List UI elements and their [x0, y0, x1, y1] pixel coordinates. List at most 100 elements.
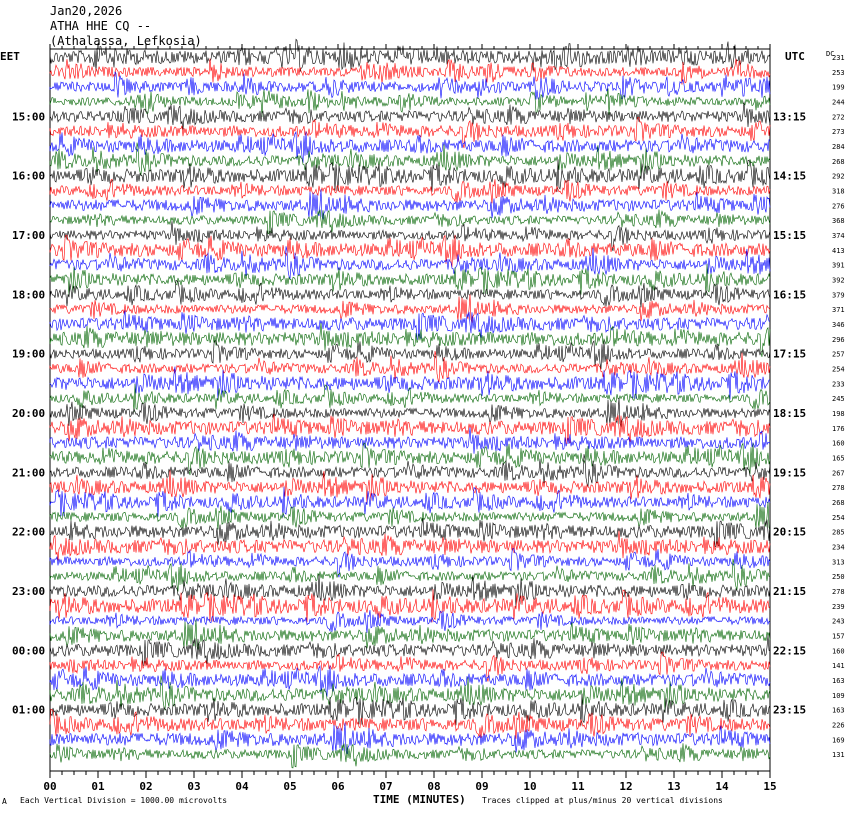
trace-line-22 — [49, 350, 771, 383]
dc-offset-label: 243 — [832, 618, 845, 626]
trace-line-13 — [49, 221, 771, 252]
trace-line-7 — [49, 131, 771, 163]
trace-line-36 — [49, 558, 771, 592]
scale-note: Each Vertical Division = 1000.00 microvo… — [20, 796, 228, 805]
trace-line-42 — [49, 651, 771, 682]
trace-line-14 — [49, 234, 771, 268]
trace-line-17 — [49, 279, 771, 308]
trace-line-48 — [49, 743, 771, 769]
left-hour-label: 22:00 — [12, 526, 45, 539]
x-tick-label: 03 — [187, 780, 200, 793]
dc-offset-label: 257 — [832, 351, 845, 359]
dc-offset-label: 165 — [832, 455, 845, 463]
dc-offset-label: 273 — [832, 128, 845, 136]
left-hour-label: 01:00 — [12, 704, 45, 717]
trace-line-30 — [49, 470, 771, 504]
x-tick-label: 06 — [331, 780, 345, 793]
dc-offset-label: 199 — [832, 84, 845, 92]
dc-offset-label: 254 — [832, 366, 845, 374]
trace-line-3 — [49, 71, 771, 101]
dc-offset-label: 392 — [832, 277, 845, 285]
right-timezone-label: UTC — [785, 50, 805, 63]
left-hour-label: 23:00 — [12, 585, 45, 598]
dc-offset-label: 244 — [832, 99, 845, 107]
trace-line-32 — [49, 501, 771, 530]
trace-line-4 — [49, 88, 771, 118]
dc-offset-label: 267 — [832, 469, 845, 477]
right-hour-label: 14:15 — [773, 170, 806, 183]
station-code: ATHA HHE CQ -- — [50, 19, 152, 33]
left-hour-label: 16:00 — [12, 170, 45, 183]
dc-offset-label: 198 — [832, 410, 845, 418]
right-hour-label: 20:15 — [773, 526, 806, 539]
right-hour-label: 23:15 — [773, 704, 806, 717]
clip-note: Traces clipped at plus/minus 20 vertical… — [482, 796, 723, 805]
x-tick-label: 02 — [139, 780, 152, 793]
right-hour-label: 15:15 — [773, 229, 806, 242]
right-hour-label: 22:15 — [773, 644, 806, 657]
trace-line-31 — [49, 486, 771, 518]
x-tick-label: 05 — [283, 780, 296, 793]
dc-offset-label: 169 — [832, 736, 845, 744]
trace-line-12 — [49, 209, 771, 235]
dc-offset-label: 391 — [832, 262, 845, 270]
dc-offset-label: 296 — [832, 336, 845, 344]
dc-offset-label: 163 — [832, 707, 845, 715]
trace-line-28 — [49, 442, 771, 476]
dc-offset-label: 253 — [832, 69, 845, 77]
right-hour-label: 21:15 — [773, 585, 806, 598]
trace-line-15 — [49, 246, 771, 280]
x-tick-label: 01 — [91, 780, 105, 793]
trace-line-45 — [49, 693, 771, 726]
dc-offset-label: 157 — [832, 633, 845, 641]
trace-line-19 — [49, 310, 771, 340]
dc-offset-label: 371 — [832, 306, 845, 314]
right-hour-label: 13:15 — [773, 110, 806, 123]
right-hour-label: 16:15 — [773, 288, 806, 301]
dc-offset-label: 254 — [832, 514, 845, 522]
dc-offset-label: 276 — [832, 202, 845, 210]
right-hour-label: 19:15 — [773, 466, 806, 479]
trace-line-29 — [49, 454, 771, 487]
dc-offset-label: 160 — [832, 647, 845, 655]
dc-offset-label: 272 — [832, 113, 845, 121]
corner-mark: A — [2, 797, 7, 806]
dc-offset-label: 141 — [832, 662, 845, 670]
x-tick-label: 09 — [475, 780, 488, 793]
x-tick-label: 15 — [763, 780, 776, 793]
trace-line-41 — [49, 635, 771, 666]
right-hour-label: 18:15 — [773, 407, 806, 420]
trace-line-21 — [49, 340, 771, 370]
x-tick-label: 13 — [667, 780, 680, 793]
left-hour-label: 21:00 — [12, 466, 45, 479]
trace-line-9 — [49, 159, 771, 192]
dc-offset-label: 413 — [832, 247, 845, 255]
trace-line-26 — [49, 413, 771, 444]
dc-offset-label: 239 — [832, 603, 845, 611]
x-axis-title: TIME (MINUTES) — [373, 793, 466, 806]
trace-line-16 — [49, 263, 771, 296]
left-hour-label: 20:00 — [12, 407, 45, 420]
dc-offset-label: 346 — [832, 321, 845, 329]
left-hour-label: 18:00 — [12, 288, 45, 301]
dc-offset-label: 160 — [832, 440, 845, 448]
trace-line-46 — [49, 708, 771, 739]
trace-line-35 — [49, 547, 771, 578]
dc-offset-label: 250 — [832, 573, 845, 581]
dc-offset-label: 278 — [832, 484, 845, 492]
trace-line-20 — [49, 322, 771, 357]
trace-line-6 — [49, 116, 771, 149]
trace-line-37 — [49, 573, 771, 608]
trace-line-2 — [49, 58, 771, 85]
trace-line-23 — [49, 366, 771, 400]
trace-line-47 — [49, 722, 771, 754]
x-tick-label: 00 — [43, 780, 56, 793]
recording-date: Jan20,2026 — [50, 4, 123, 18]
left-hour-label: 15:00 — [12, 110, 45, 123]
right-hour-label: 17:15 — [773, 348, 806, 361]
dc-offset-label: 163 — [832, 677, 845, 685]
dc-offset-label: 245 — [832, 395, 845, 403]
trace-line-38 — [49, 589, 771, 623]
dc-offset-label: 368 — [832, 217, 845, 225]
trace-line-8 — [49, 142, 771, 177]
